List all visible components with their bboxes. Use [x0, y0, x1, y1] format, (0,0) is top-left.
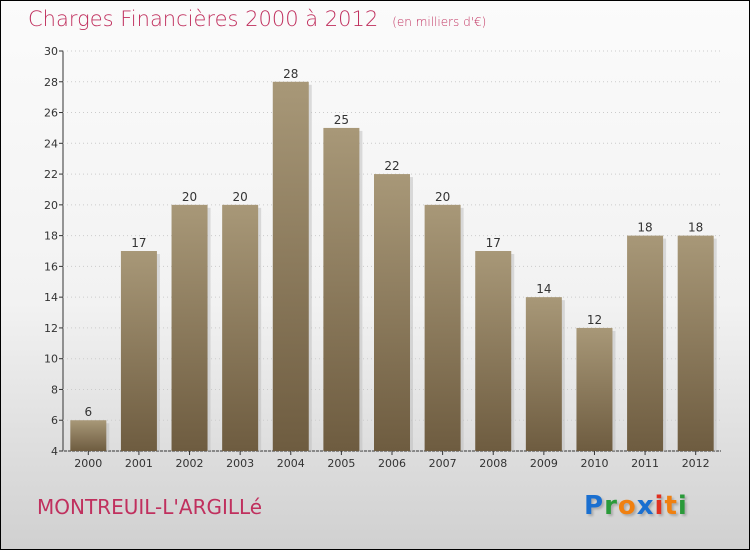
- data-label: 18: [637, 221, 652, 235]
- x-tick-label: 2000: [74, 457, 102, 470]
- x-tick-label: 2009: [530, 457, 558, 470]
- logo-letter: P: [584, 491, 605, 521]
- logo-letter: t: [664, 491, 678, 521]
- proxiti-logo[interactable]: Proxiti: [584, 491, 688, 521]
- y-tick-label: 26: [44, 107, 58, 120]
- y-tick-label: 8: [51, 383, 58, 396]
- title-text: Charges Financières 2000 à 2012: [28, 7, 379, 31]
- x-tick-label: 2006: [378, 457, 406, 470]
- unit-label: (en milliers d'€): [392, 15, 487, 29]
- bar: [525, 297, 562, 451]
- bar: [424, 204, 461, 451]
- bar: [475, 251, 512, 451]
- y-tick-label: 20: [44, 199, 58, 212]
- data-label: 12: [587, 313, 602, 327]
- bar: [120, 251, 157, 451]
- x-tick-label: 2001: [125, 457, 153, 470]
- y-tick-label: 28: [44, 76, 58, 89]
- bar: [222, 204, 259, 451]
- data-label: 17: [131, 236, 146, 250]
- y-tick-label: 30: [44, 45, 58, 58]
- data-label: 17: [486, 236, 501, 250]
- y-tick-label: 10: [44, 353, 58, 366]
- bar: [171, 204, 208, 451]
- bar: [677, 235, 714, 451]
- data-label: 20: [182, 190, 197, 204]
- data-label: 20: [435, 190, 450, 204]
- x-tick-label: 2005: [327, 457, 355, 470]
- bar: [70, 420, 107, 451]
- x-tick-label: 2002: [176, 457, 204, 470]
- y-tick-label: 6: [51, 414, 58, 427]
- data-label: 20: [233, 190, 248, 204]
- x-tick-label: 2007: [429, 457, 457, 470]
- data-label: 25: [334, 113, 349, 127]
- logo-letter: i: [654, 491, 665, 521]
- logo-letter: r: [604, 491, 618, 521]
- y-tick-label: 22: [44, 168, 58, 181]
- y-tick-label: 18: [44, 230, 58, 243]
- bar: [576, 327, 613, 451]
- bar: [272, 81, 309, 452]
- x-tick-label: 2003: [226, 457, 254, 470]
- y-tick-label: 16: [44, 260, 58, 273]
- y-tick-label: 12: [44, 322, 58, 335]
- location-name: MONTREUIL-L'ARGILLé: [37, 495, 263, 519]
- data-label: 18: [688, 221, 703, 235]
- x-tick-label: 2004: [277, 457, 305, 470]
- data-label: 6: [84, 405, 92, 419]
- x-tick-label: 2011: [631, 457, 659, 470]
- bar: [374, 174, 410, 452]
- chart-title: Charges Financières 2000 à 2012 (en milli…: [28, 7, 486, 31]
- y-tick-label: 14: [44, 291, 58, 304]
- x-tick-label: 2008: [479, 457, 507, 470]
- data-label: 14: [536, 282, 551, 296]
- logo-letter: i: [677, 491, 688, 521]
- data-label: 22: [384, 159, 399, 173]
- logo-letter: o: [617, 491, 637, 521]
- bar: [323, 127, 360, 451]
- y-tick-label: 4: [51, 445, 58, 458]
- x-tick-label: 2012: [682, 457, 710, 470]
- x-tick-label: 2010: [580, 457, 608, 470]
- logo-letter: x: [636, 491, 655, 521]
- bar: [627, 235, 664, 451]
- data-label: 28: [283, 67, 298, 81]
- y-tick-label: 24: [44, 137, 58, 150]
